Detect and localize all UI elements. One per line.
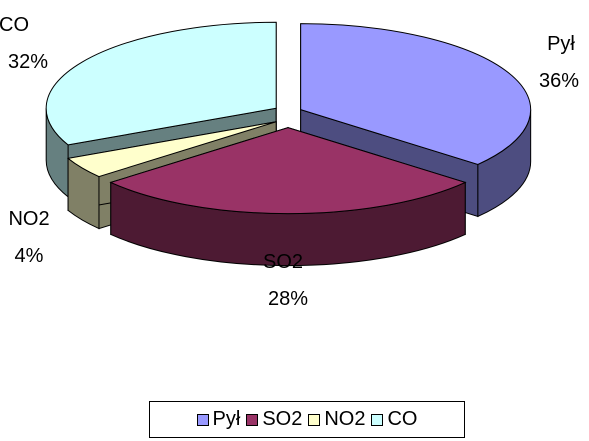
pie-slices	[45, 21, 532, 267]
legend-item-so2: SO2	[246, 408, 302, 431]
slice-label-so2: SO2	[263, 251, 303, 273]
legend-label-co: CO	[387, 408, 418, 430]
pie-slice-top-pyl	[300, 23, 532, 165]
legend-label-no2: NO2	[324, 408, 366, 430]
slice-percent-co: 32%	[8, 51, 48, 73]
slice-percent-pyl: 36%	[539, 70, 579, 92]
slice-label-co: CO	[0, 14, 29, 36]
slice-percent-no2: 4%	[15, 245, 44, 267]
legend-label-pyl: Pył	[212, 408, 241, 430]
legend-swatch-so2	[246, 413, 259, 426]
slice-label-pyl: Pył	[547, 33, 575, 55]
legend-item-co: CO	[371, 408, 417, 431]
legend-swatch-no2	[308, 413, 321, 426]
legend-swatch-co	[371, 413, 384, 426]
legend-item-pyl: Pył	[196, 408, 241, 431]
chart-legend: Pył SO2 NO2 CO	[149, 401, 465, 438]
pie-slice-top-so2	[109, 127, 467, 215]
legend-label-so2: SO2	[262, 408, 303, 430]
legend-swatch-pyl	[196, 413, 209, 426]
slice-percent-so2: 28%	[268, 288, 308, 310]
pie-slice-so2	[109, 126, 467, 267]
pie-slice-top-co	[45, 21, 277, 146]
slice-label-no2: NO2	[8, 208, 49, 230]
legend-item-no2: NO2	[308, 408, 365, 431]
pie-slice-top-no2	[66, 121, 277, 178]
